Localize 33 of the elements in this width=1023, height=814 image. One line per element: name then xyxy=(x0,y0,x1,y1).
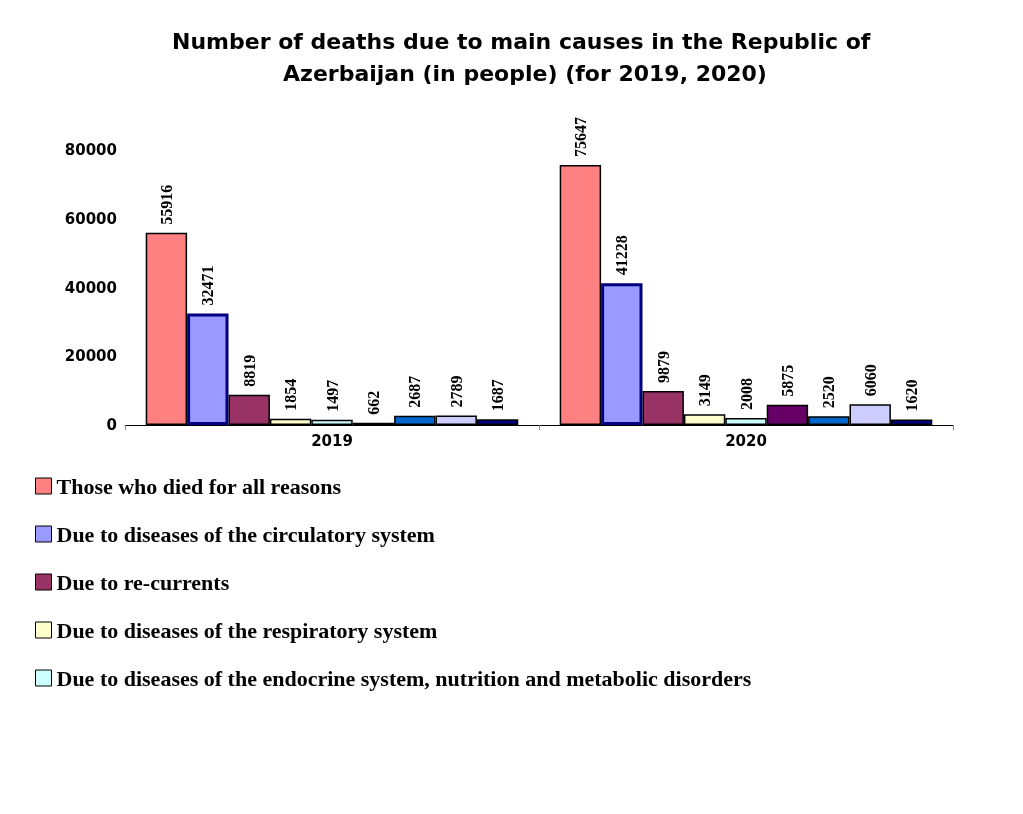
data-label: 2520 xyxy=(820,376,838,409)
y-tick-label: 60000 xyxy=(64,209,117,228)
data-label: 5875 xyxy=(778,364,796,397)
legend-label: Due to diseases of the circulatory system xyxy=(56,521,435,547)
bar xyxy=(187,313,229,425)
data-label: 2687 xyxy=(406,375,424,408)
bar xyxy=(601,283,643,425)
legend-label: Due to re-currents xyxy=(56,569,230,595)
data-label: 8819 xyxy=(240,354,258,387)
legend-label: Those who died for all reasons xyxy=(56,473,342,499)
data-label: 3149 xyxy=(696,374,714,407)
y-tick-label: 20000 xyxy=(64,347,117,366)
x-tick-label: 2020 xyxy=(725,431,767,450)
legend-label: Due to diseases of the endocrine system, nutrition and metabolic disorders xyxy=(56,665,752,691)
data-label: 1854 xyxy=(282,378,300,411)
y-tick-label: 0 xyxy=(106,416,117,434)
y-tick-label: 80000 xyxy=(64,141,117,159)
data-label: 1497 xyxy=(323,379,341,412)
data-label: 41228 xyxy=(613,235,631,276)
data-label: 2789 xyxy=(447,375,465,408)
data-label: 9879 xyxy=(654,351,672,384)
data-label: 2008 xyxy=(737,378,755,411)
data-label: 1687 xyxy=(489,379,507,412)
data-label: 55916 xyxy=(157,184,175,225)
data-label: 662 xyxy=(364,390,382,415)
y-tick-label: 40000 xyxy=(64,278,117,297)
data-label: 75647 xyxy=(571,116,589,157)
data-label: 6060 xyxy=(861,364,879,397)
chart-title: Number of deaths due to main causes in the Republic of Azerbaijan (in people) (for 2019, 2020) xyxy=(172,28,878,86)
data-label: 1620 xyxy=(903,379,921,412)
data-label: 32471 xyxy=(199,265,217,306)
x-tick-label: 2019 xyxy=(311,431,353,450)
legend-label: Due to diseases of the respiratory system xyxy=(56,617,438,643)
